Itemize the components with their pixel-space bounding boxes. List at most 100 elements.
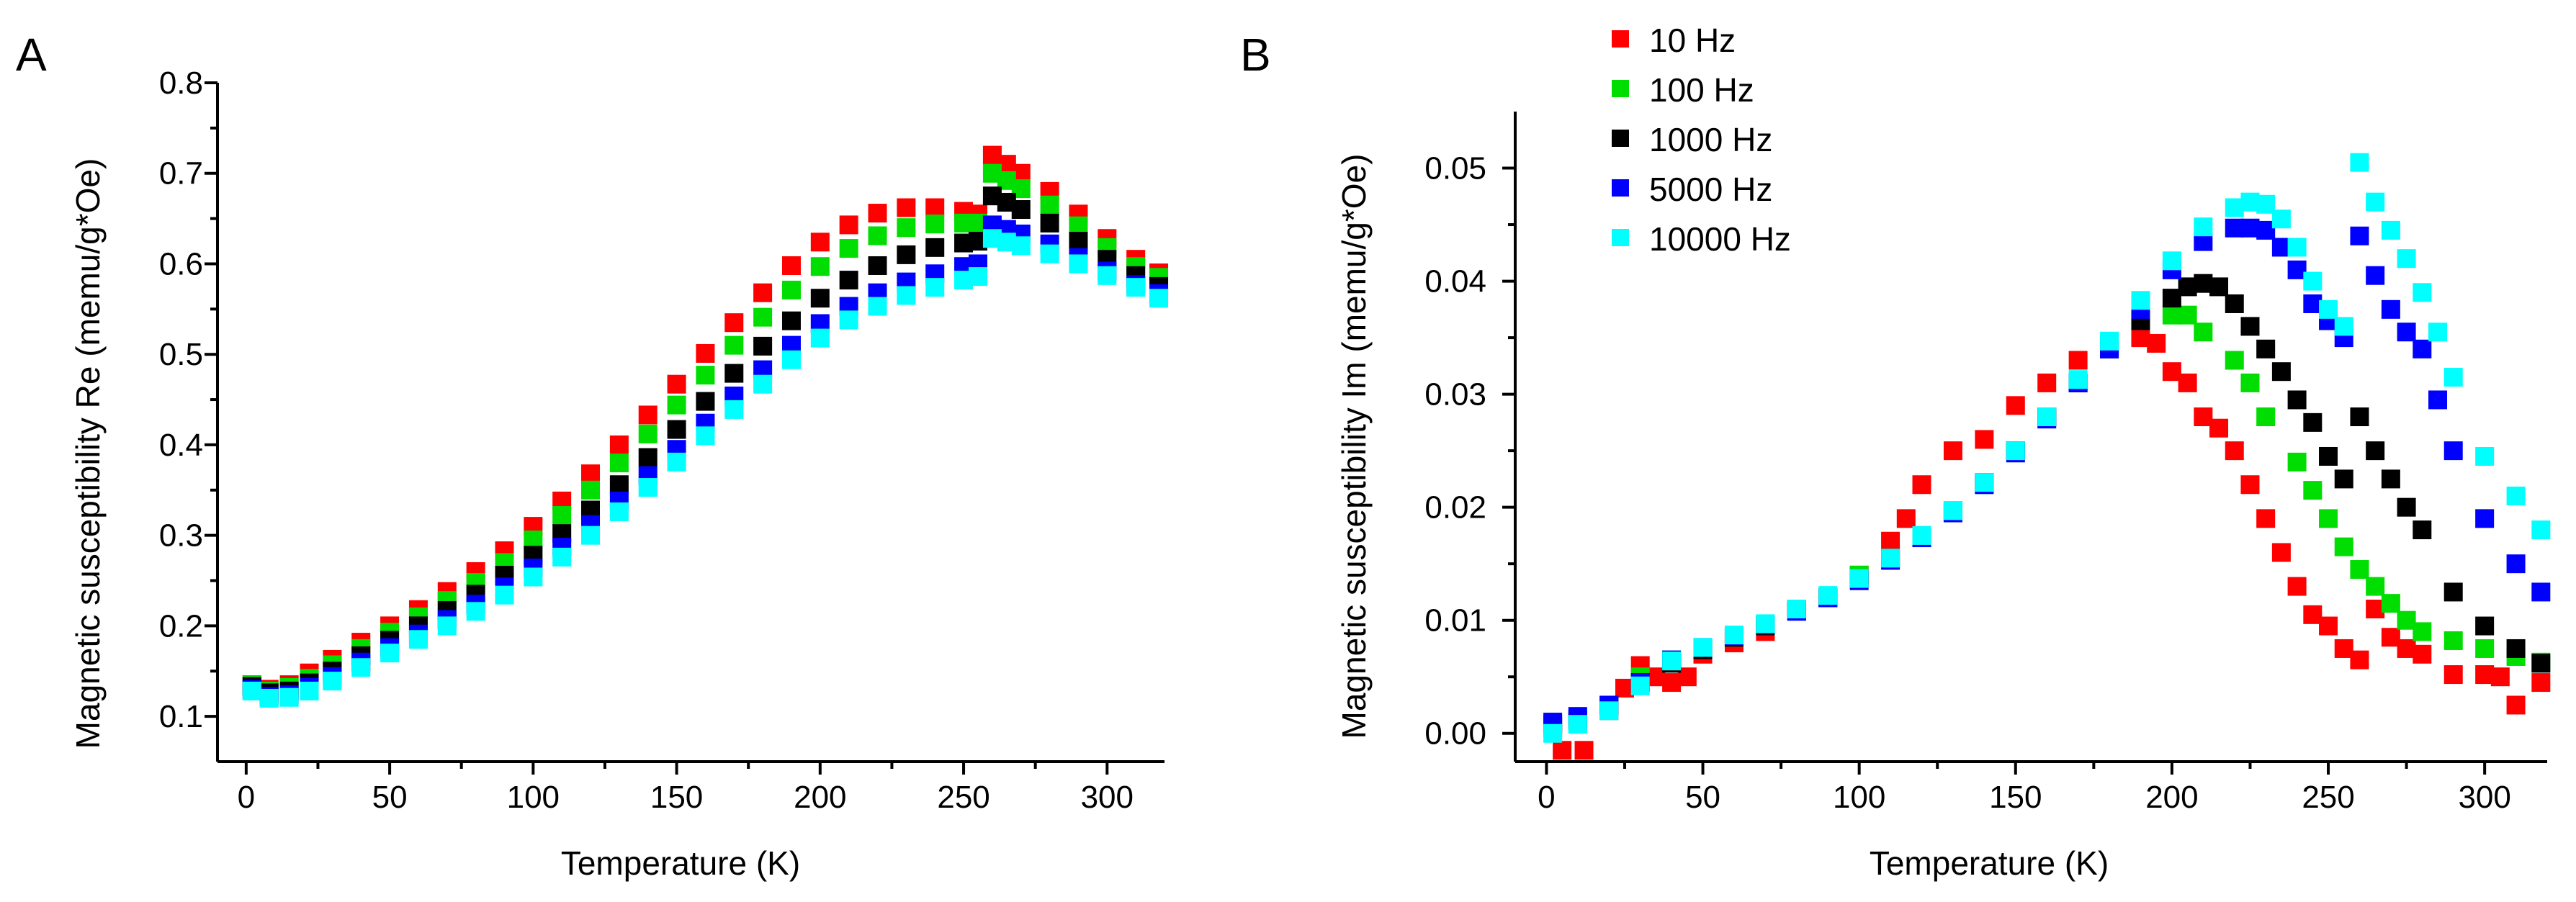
data-point-10000hz (1662, 651, 1682, 671)
data-point-10000hz (2334, 317, 2353, 336)
data-point-1000hz (2397, 497, 2416, 517)
data-point-10000hz (351, 658, 371, 677)
panel-a-plot (242, 145, 1169, 708)
data-point-10000hz (1011, 236, 1031, 256)
data-point-10000hz (1787, 599, 1806, 618)
data-point-5000hz (2531, 582, 2551, 602)
data-point-10000hz (2100, 331, 2119, 351)
panel-b: B Magnetic susceptibility Im (memu/g*Oe)… (1240, 22, 2551, 882)
panel-a-x-tick-label: 100 (507, 780, 560, 815)
data-point-10000hz (1040, 244, 1059, 263)
data-point-10000hz (2381, 220, 2400, 240)
panel-a-x-tick-label: 0 (238, 780, 255, 815)
data-point-10hz (609, 435, 629, 454)
panel-a-y-tick-label: 0.2 (159, 608, 203, 644)
data-point-5000hz (2240, 218, 2260, 238)
data-point-1000hz (696, 392, 715, 411)
data-point-10000hz (2475, 446, 2495, 466)
data-point-10hz (2303, 605, 2323, 624)
data-point-100hz (2350, 560, 2369, 579)
data-point-10000hz (2506, 486, 2526, 505)
data-point-100hz (2381, 594, 2400, 613)
data-point-10000hz (380, 644, 400, 663)
data-point-10hz (2287, 577, 2307, 596)
data-point-100hz (925, 215, 945, 234)
data-point-10hz (839, 215, 858, 235)
data-point-10hz (2006, 396, 2025, 415)
data-point-10hz (2366, 599, 2385, 618)
data-point-100hz (2287, 452, 2307, 472)
data-point-10hz (2319, 616, 2338, 636)
legend-swatch-1000hz (1612, 130, 1629, 147)
data-point-5000hz (2271, 238, 2291, 257)
data-point-5000hz (2413, 339, 2432, 358)
panel-b-y-tick-label: 0.00 (1424, 716, 1486, 752)
panel-b-y-tick-label: 0.05 (1424, 151, 1486, 186)
data-point-10000hz (552, 547, 572, 567)
data-point-1000hz (2475, 616, 2495, 636)
panel-b-x-tick-label: 200 (2145, 780, 2198, 815)
data-point-10hz (2490, 667, 2510, 687)
data-point-5000hz (2256, 220, 2276, 240)
panel-b-letter: B (1240, 29, 1271, 81)
panel-a-y-tick-label: 0.5 (159, 337, 203, 372)
data-point-1000hz (2271, 362, 2291, 382)
data-point-10hz (925, 198, 945, 217)
data-point-10000hz (1568, 715, 1587, 734)
panel-b-series-1000hz (1543, 274, 2551, 734)
data-point-100hz (2194, 323, 2213, 342)
panel-b-x-tick-label: 50 (1685, 780, 1720, 815)
data-point-1000hz (1011, 200, 1031, 220)
data-point-1000hz (1040, 213, 1059, 233)
legend-label-10000hz: 10000 Hz (1649, 220, 1791, 258)
panel-a-y-tick-label: 0.4 (159, 428, 203, 463)
data-point-10000hz (667, 452, 686, 472)
data-point-100hz (2240, 373, 2260, 392)
data-point-10hz (2162, 362, 2181, 382)
data-point-10000hz (810, 328, 830, 348)
data-point-100hz (753, 307, 773, 327)
data-point-10hz (1677, 667, 1697, 687)
data-point-10000hz (2225, 198, 2244, 217)
data-point-10hz (2037, 373, 2057, 392)
data-point-5000hz (2475, 509, 2495, 528)
data-point-1000hz (1069, 232, 1088, 251)
data-point-5000hz (2381, 299, 2400, 319)
data-point-100hz (2256, 407, 2276, 427)
data-point-10hz (724, 313, 744, 333)
legend-swatch-10hz (1612, 30, 1629, 48)
data-point-10000hz (259, 688, 279, 708)
data-point-1000hz (925, 238, 945, 257)
legend-label-100hz: 100 Hz (1649, 71, 1754, 109)
data-point-10000hz (753, 374, 773, 394)
panel-a-x-tick-label: 300 (1081, 780, 1134, 815)
data-point-100hz (781, 280, 801, 299)
data-point-10hz (897, 198, 916, 217)
data-point-10hz (2531, 673, 2551, 693)
data-point-10000hz (279, 687, 299, 707)
data-point-10000hz (925, 278, 945, 297)
data-point-1000hz (810, 289, 830, 308)
data-point-1000hz (2531, 654, 2551, 673)
data-point-1000hz (2366, 441, 2385, 461)
data-point-10hz (2271, 543, 2291, 562)
data-point-10hz (2256, 509, 2276, 528)
data-point-10000hz (1943, 501, 1962, 520)
data-point-10000hz (2256, 194, 2276, 214)
data-point-1000hz (781, 311, 801, 330)
panel-b-x-axis-title: Temperature (K) (1870, 844, 2109, 882)
data-point-100hz (2178, 305, 2197, 325)
data-point-5000hz (2366, 266, 2385, 285)
data-point-10000hz (1756, 614, 1775, 633)
data-point-10hz (2334, 639, 2353, 658)
data-point-10000hz (2303, 271, 2323, 291)
data-point-10hz (2475, 665, 2495, 685)
legend-label-1000hz: 1000 Hz (1649, 121, 1772, 158)
data-point-10000hz (638, 478, 658, 497)
data-point-100hz (868, 226, 887, 245)
data-point-1000hz (2350, 407, 2369, 427)
data-point-100hz (2443, 631, 2463, 650)
data-point-10hz (2443, 665, 2463, 685)
data-point-10000hz (1912, 526, 1931, 545)
